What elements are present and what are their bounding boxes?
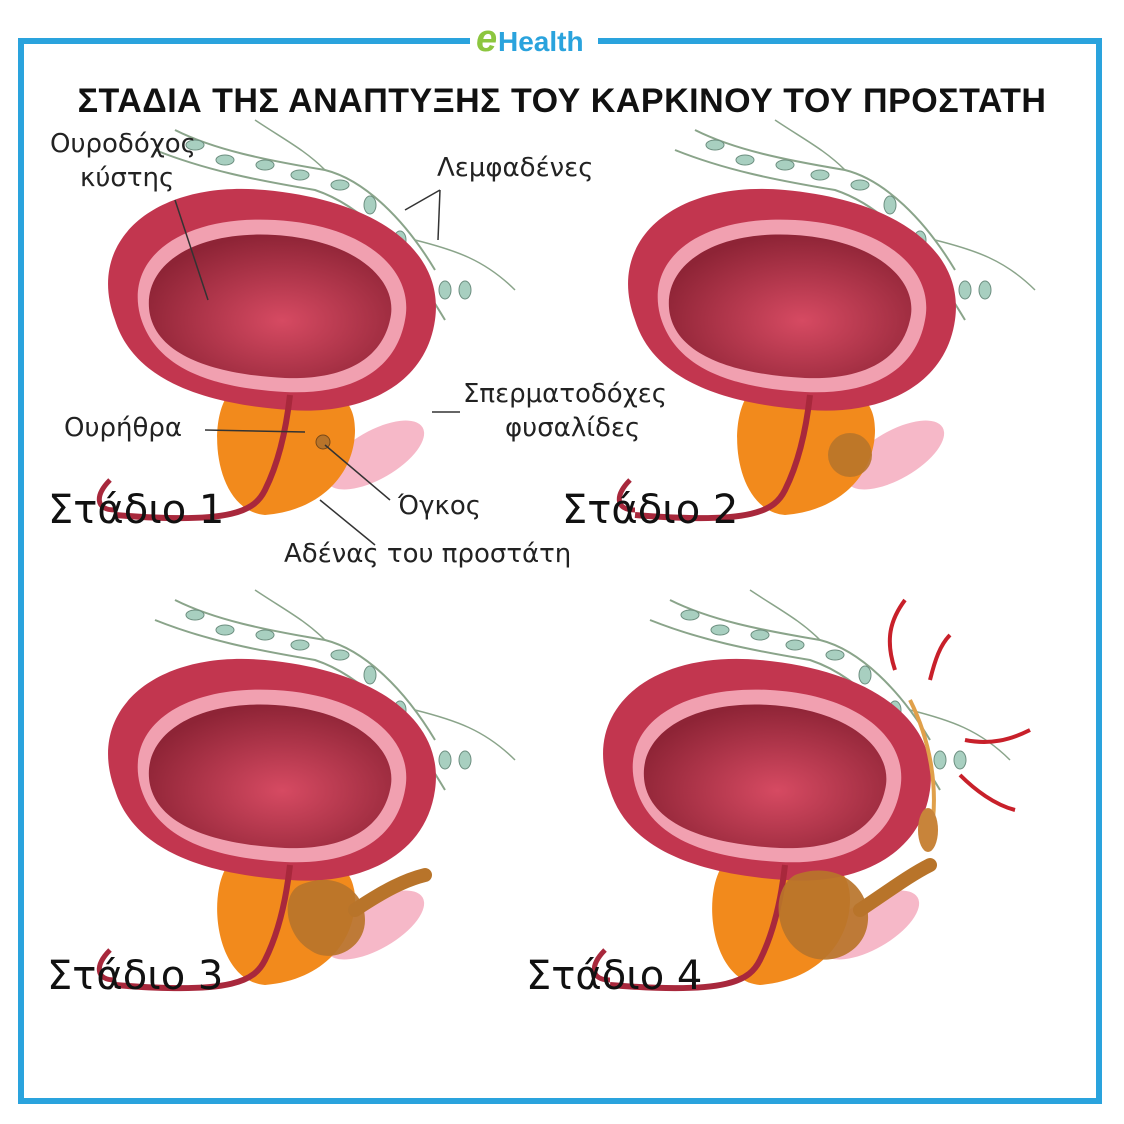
- lymph-nodes-label: Λεμφαδένες: [437, 153, 594, 183]
- urethra-label: Ουρήθρα: [64, 413, 183, 443]
- stage-3-label: Στάδιο 3: [47, 953, 224, 999]
- stage-2-illustration: [619, 119, 1036, 518]
- bladder-label-line1: Ουροδόχος: [50, 129, 196, 159]
- stage-2-label: Στάδιο 2: [562, 487, 739, 533]
- page-title: ΣΤΑΔΙΑ ΤΗΣ ΑΝΑΠΤΥΞΗΣ ΤΟΥ ΚΑΡΚΙΝΟΥ ΤΟΥ ΠΡ…: [77, 82, 1047, 120]
- stage-4-illustration: [594, 589, 1031, 988]
- logo-e: e: [476, 18, 498, 60]
- tumor-label: Όγκος: [398, 491, 482, 521]
- spread-arrows: [887, 598, 1031, 812]
- leader-lines: [174, 189, 460, 546]
- seminal-vesicles-label-line1: Σπερματοδόχες: [463, 379, 668, 409]
- stage-3-illustration: [99, 589, 516, 988]
- ehealth-logo: e Health: [470, 18, 598, 60]
- stage-4-label: Στάδιο 4: [526, 953, 703, 999]
- prostate-gland-label: Αδένας του προστάτη: [284, 539, 572, 569]
- stage-1-label: Στάδιο 1: [48, 487, 225, 533]
- logo-health: Health: [498, 26, 584, 57]
- seminal-vesicles-label-line2: φυσαλίδες: [505, 413, 641, 443]
- bladder-label-line2: κύστης: [80, 163, 175, 193]
